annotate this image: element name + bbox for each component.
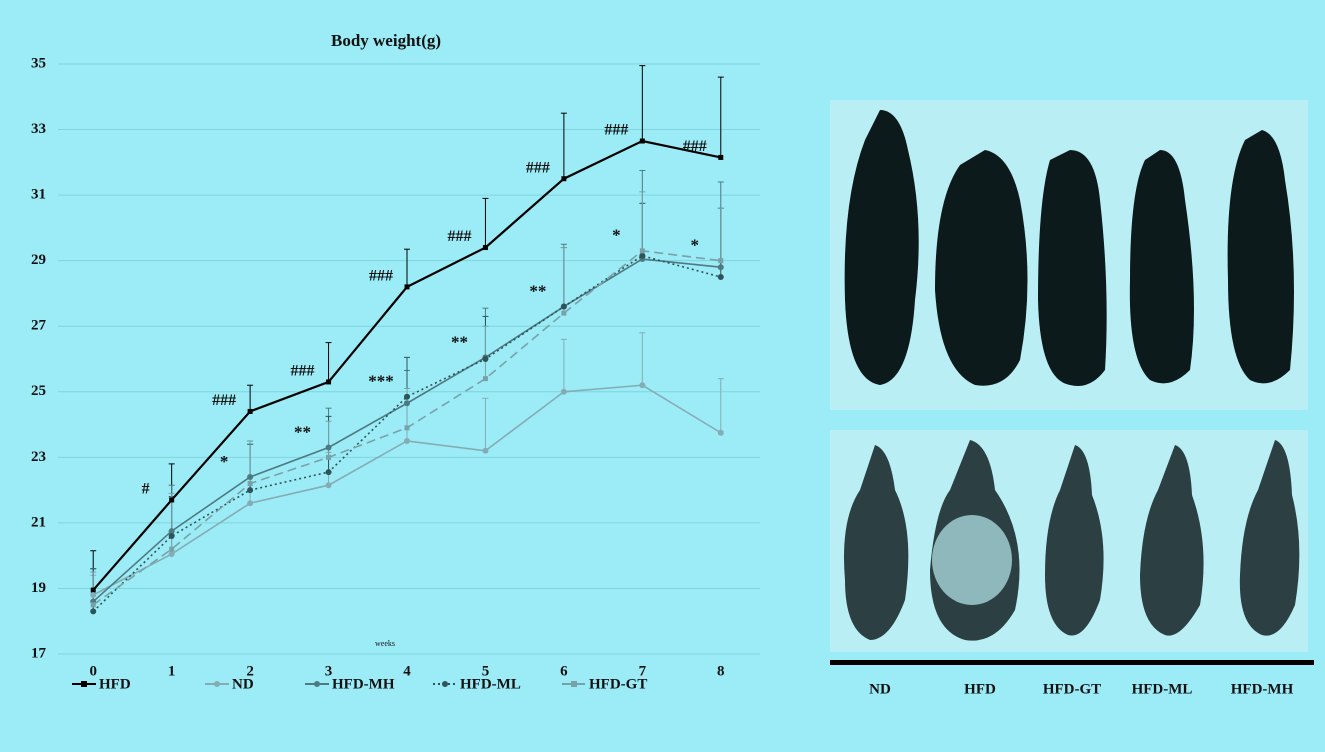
photo-label: HFD-GT [1043,681,1101,697]
significance-hfd: ### [526,159,550,176]
significance-hfd: ### [683,138,707,155]
legend-label: HFD-GT [589,676,647,692]
y-tick-label: 23 [31,449,46,465]
significance-treatment: *** [368,372,394,391]
point [247,500,253,506]
y-tick-label: 29 [31,252,46,268]
y-tick-label: 21 [31,514,46,530]
point [326,445,332,451]
photo-label: HFD-MH [1231,681,1294,697]
point [640,139,645,144]
point [169,497,174,502]
photo-label: HFD-ML [1132,681,1193,697]
legend-marker [442,681,448,687]
point [561,304,567,310]
x-tick-label: 8 [717,663,725,679]
point [640,248,645,253]
point [326,379,331,384]
point [247,487,253,493]
point [718,430,724,436]
point [91,588,96,593]
point [404,394,410,400]
legend-label: HFD-MH [332,676,395,692]
legend-marker [81,681,87,687]
photo-label: HFD [964,681,996,697]
point [561,176,566,181]
y-tick-label: 19 [31,580,46,596]
y-tick-label: 33 [31,121,46,137]
point [718,264,724,270]
point [169,551,175,557]
point [639,253,645,259]
legend-label: ND [232,676,254,692]
legend-marker [314,681,320,687]
x-tick-label: 6 [560,663,568,679]
y-tick-label: 25 [31,383,46,399]
point [169,533,175,539]
significance-hfd: ### [447,228,471,245]
point [561,311,566,316]
x-axis-label: weeks [375,639,395,648]
photo-label: ND [869,681,891,697]
legend-label: HFD-ML [460,676,521,692]
x-tick-label: 4 [403,663,411,679]
significance-hfd: ### [369,268,393,285]
point [90,592,96,598]
point [718,155,723,160]
significance-treatment: ** [529,281,546,300]
point [718,258,723,263]
significance-treatment: ** [451,332,468,351]
legend-label: HFD [99,676,131,692]
y-tick-label: 35 [31,55,46,71]
significance-hfd: ### [604,122,628,139]
significance-treatment: * [220,452,229,471]
fat-mass [932,515,1012,605]
point [561,389,567,395]
point [483,376,488,381]
legend-marker [571,681,577,687]
y-tick-label: 27 [31,318,47,334]
point [718,274,724,280]
point [483,245,488,250]
significance-hfd: ### [291,363,315,380]
point [90,608,96,614]
point [639,382,645,388]
point [326,469,332,475]
point [247,474,253,480]
significance-hfd: # [142,481,150,498]
point [91,602,96,607]
photo-panel [830,100,1314,665]
legend-marker [214,681,220,687]
figure: Body weight(g) weeks 17 19 21 23 25 27 29 31 33 3… [0,0,1325,752]
point [248,409,253,414]
chart-title: Body weight(g) [331,31,441,50]
significance-treatment: ** [294,422,311,441]
point [404,400,410,406]
significance-hfd: ### [212,392,236,409]
point [248,481,253,486]
point [482,448,488,454]
point [326,455,331,460]
y-tick-label: 31 [31,187,46,203]
significance-treatment: * [612,226,621,245]
x-tick-label: 1 [168,663,176,679]
baseline-bar [830,660,1314,665]
y-tick-label: 17 [31,645,47,661]
point [405,425,410,430]
point [404,438,410,444]
x-tick-label: 0 [89,663,97,679]
significance-treatment: * [691,236,700,255]
point [326,482,332,488]
point [405,284,410,289]
point [482,356,488,362]
point [169,547,174,552]
